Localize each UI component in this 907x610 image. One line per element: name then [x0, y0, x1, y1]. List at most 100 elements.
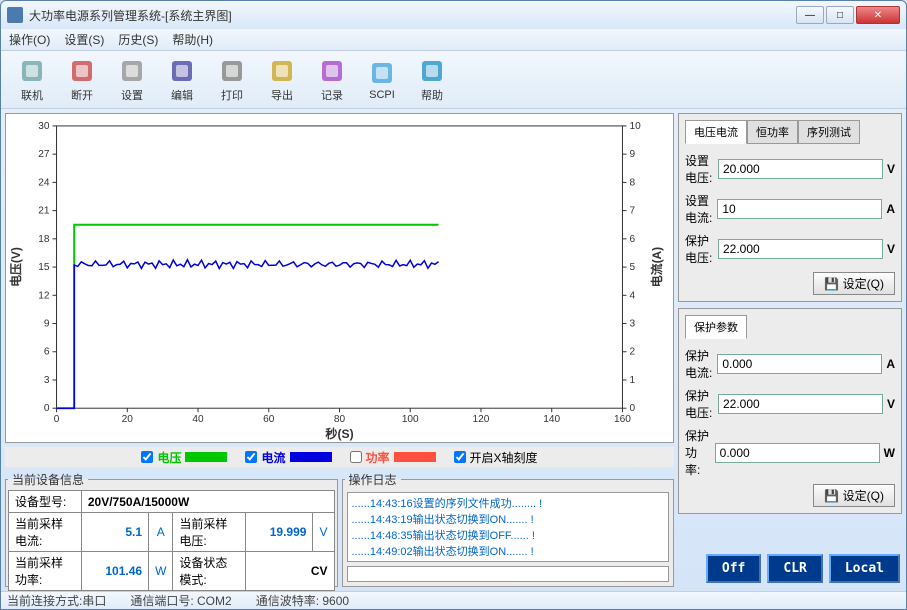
svg-text:15: 15 [38, 262, 50, 273]
svg-text:18: 18 [38, 234, 50, 245]
protect-voltage2-input[interactable] [718, 394, 883, 414]
scpi-icon [368, 59, 396, 87]
svg-text:10: 10 [630, 121, 642, 132]
tool-connect[interactable]: 联机 [9, 55, 55, 105]
protect-set-button[interactable]: 💾 设定(Q) [813, 484, 895, 507]
svg-text:0: 0 [54, 414, 60, 425]
protect-panel: 保护参数 保护电流: A 保护电压: V 保护功率: W 💾 设定 [678, 308, 902, 514]
set-current-unit: A [886, 202, 895, 216]
tool-print[interactable]: 打印 [209, 55, 255, 105]
svg-text:2: 2 [630, 347, 636, 358]
svg-text:40: 40 [192, 414, 204, 425]
menu-operate[interactable]: 操作(O) [9, 31, 50, 48]
status-baud: 通信波特率: 9600 [256, 592, 349, 609]
settings-icon [118, 57, 146, 85]
svg-text:3: 3 [630, 319, 636, 330]
protect-voltage-input[interactable] [718, 239, 883, 259]
legend-row: 电压 电流 功率 开启X轴刻度 [5, 447, 674, 467]
svg-text:8: 8 [630, 177, 636, 188]
tool-help[interactable]: 帮助 [409, 55, 455, 105]
window-title: 大功率电源系列管理系统-[系统主界图] [29, 7, 796, 24]
tab-vi[interactable]: 电压电流 [685, 120, 747, 144]
sample-voltage-unit: V [313, 513, 334, 552]
off-button[interactable]: Off [706, 554, 761, 583]
protect-current-label: 保护电流: [685, 347, 713, 381]
svg-text:27: 27 [38, 149, 50, 160]
legend-power-checkbox[interactable] [350, 451, 362, 463]
legend-voltage-checkbox[interactable] [141, 451, 153, 463]
svg-text:5: 5 [630, 262, 636, 273]
legend-xscale[interactable]: 开启X轴刻度 [454, 449, 538, 466]
svg-text:30: 30 [38, 121, 50, 132]
menu-help[interactable]: 帮助(H) [172, 31, 213, 48]
tab-seq[interactable]: 序列测试 [798, 120, 860, 144]
legend-power-swatch [394, 452, 436, 462]
legend-power[interactable]: 功率 [350, 449, 436, 466]
svg-text:0: 0 [44, 403, 50, 414]
device-info-panel: 当前设备信息 设备型号: 20V/750A/15000W 当前采样电流: 5.1… [5, 471, 338, 587]
legend-current-checkbox[interactable] [245, 451, 257, 463]
titlebar: 大功率电源系列管理系统-[系统主界图] — □ ✕ [1, 1, 906, 29]
mode-label: 设备状态模式: [173, 552, 246, 591]
maximize-button[interactable]: □ [826, 6, 854, 24]
local-button[interactable]: Local [829, 554, 900, 583]
protect-power-label: 保护功率: [685, 427, 711, 478]
sample-power-value: 101.46 [81, 552, 148, 591]
legend-current[interactable]: 电流 [245, 449, 331, 466]
vi-set-button[interactable]: 💾 设定(Q) [813, 272, 895, 295]
protect-current-unit: A [886, 357, 895, 371]
set-current-label: 设置电流: [685, 192, 713, 226]
legend-xscale-checkbox[interactable] [454, 451, 466, 463]
tool-disconnect[interactable]: 断开 [59, 55, 105, 105]
set-voltage-label: 设置电压: [685, 152, 714, 186]
set-voltage-input[interactable] [718, 159, 883, 179]
svg-text:140: 140 [543, 414, 560, 425]
menu-settings[interactable]: 设置(S) [64, 31, 104, 48]
tool-scpi[interactable]: SCPI [359, 57, 405, 103]
tool-edit[interactable]: 编辑 [159, 55, 205, 105]
svg-text:电流(A): 电流(A) [649, 247, 664, 287]
tab-cp[interactable]: 恒功率 [747, 120, 798, 144]
close-button[interactable]: ✕ [856, 6, 900, 24]
clr-button[interactable]: CLR [767, 554, 822, 583]
protect-current-input[interactable] [717, 354, 882, 374]
record-icon [318, 57, 346, 85]
set-voltage-unit: V [887, 162, 895, 176]
help-icon [418, 57, 446, 85]
sample-current-value: 5.1 [81, 513, 148, 552]
statusbar: 当前连接方式:串口 通信端口号: COM2 通信波特率: 9600 [1, 591, 906, 609]
svg-text:6: 6 [630, 234, 636, 245]
tool-export[interactable]: 导出 [259, 55, 305, 105]
log-line: ......14:49:13输出状态切换到OFF...... ! [352, 559, 665, 562]
tab-protect[interactable]: 保护参数 [685, 315, 747, 339]
mode-value: CV [246, 552, 334, 591]
set-current-input[interactable] [717, 199, 882, 219]
protect-power-input[interactable] [715, 443, 880, 463]
sample-current-unit: A [149, 513, 173, 552]
svg-text:4: 4 [630, 290, 636, 301]
sample-current-label: 当前采样电流: [9, 513, 82, 552]
svg-text:21: 21 [38, 206, 50, 217]
log-text-area[interactable]: ......14:43:16设置的序列文件成功........ !......1… [347, 492, 670, 562]
svg-text:秒(S): 秒(S) [325, 426, 353, 441]
tool-record[interactable]: 记录 [309, 55, 355, 105]
legend-voltage[interactable]: 电压 [141, 449, 227, 466]
menu-history[interactable]: 历史(S) [118, 31, 158, 48]
sample-power-unit: W [149, 552, 173, 591]
export-icon [268, 57, 296, 85]
minimize-button[interactable]: — [796, 6, 824, 24]
oplog-title: 操作日志 [345, 471, 401, 488]
protect-power-unit: W [884, 446, 895, 460]
tool-settings[interactable]: 设置 [109, 55, 155, 105]
svg-text:0: 0 [630, 403, 636, 414]
sample-power-label: 当前采样功率: [9, 552, 82, 591]
sample-voltage-value: 19.999 [246, 513, 313, 552]
log-input[interactable] [347, 566, 670, 582]
log-line: ......14:49:02输出状态切换到ON....... ! [352, 543, 665, 559]
app-icon [7, 7, 23, 23]
print-icon [218, 57, 246, 85]
log-line: ......14:48:35输出状态切换到OFF...... ! [352, 527, 665, 543]
svg-text:12: 12 [38, 290, 50, 301]
toolbar: 联机断开设置编辑打印导出记录SCPI帮助 [1, 51, 906, 109]
svg-text:9: 9 [44, 319, 50, 330]
